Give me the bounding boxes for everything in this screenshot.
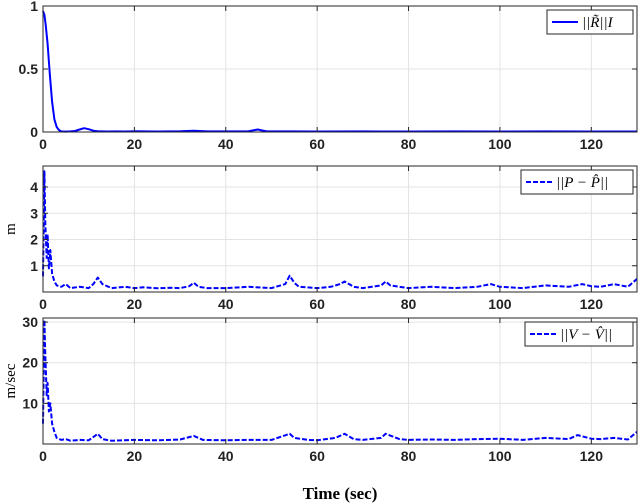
legend-label: ||P − P̂||	[556, 175, 608, 191]
x-tick-label: 80	[401, 448, 417, 464]
axes-frame	[42, 165, 638, 293]
x-tick-label: 40	[218, 448, 234, 464]
y-tick-label: 10	[22, 395, 38, 411]
x-tick-label: 80	[401, 296, 417, 312]
x-tick-label: 20	[127, 136, 143, 152]
series-line	[42, 319, 638, 442]
x-tick-label: 80	[401, 136, 417, 152]
x-tick-label: 60	[309, 296, 325, 312]
y-tick-label: 1	[30, 0, 38, 14]
y-tick-label: 20	[22, 355, 38, 371]
y-tick-label: 30	[22, 314, 38, 330]
x-tick-label: 40	[218, 136, 234, 152]
x-tick-label: 0	[39, 136, 47, 152]
series-line	[42, 170, 638, 290]
x-tick-label: 120	[580, 448, 604, 464]
legend-box	[520, 169, 634, 195]
legend-label: ||R̃||I	[582, 15, 614, 31]
y-axis-label: m/sec	[3, 363, 19, 398]
legend-label: ||V − V̂||	[560, 327, 612, 343]
x-tick-label: 60	[309, 136, 325, 152]
x-tick-label: 120	[580, 136, 604, 152]
legend-box	[524, 321, 634, 347]
y-tick-label: 4	[30, 179, 38, 195]
y-tick-label: 2	[30, 232, 38, 248]
panel-velocity-error: 0 20 40 60 80 100 120 10 20 30 m/sec ||V − V̂||	[3, 314, 638, 464]
x-axis-label: Time (sec)	[303, 484, 378, 503]
panel-position-error: 0 20 40 60 80 100 120 1 2 3 4 m ||P − P̂||	[3, 165, 638, 312]
y-tick-label: 3	[30, 205, 38, 221]
x-tick-label: 100	[488, 448, 512, 464]
y-tick-label: 0.5	[19, 61, 39, 77]
x-tick-label: 100	[488, 296, 512, 312]
panel-rotation-error: 0 20 40 60 80 100 120 0 0.5 1 ||R̃||I	[19, 0, 638, 152]
y-tick-label: 1	[30, 258, 38, 274]
x-tick-label: 0	[39, 296, 47, 312]
x-tick-label: 120	[580, 296, 604, 312]
x-tick-label: 100	[488, 136, 512, 152]
x-tick-label: 20	[127, 448, 143, 464]
x-tick-label: 60	[309, 448, 325, 464]
x-tick-label: 0	[39, 448, 47, 464]
y-axis-label: m	[3, 223, 19, 235]
y-tick-label: 0	[30, 124, 38, 140]
x-tick-label: 20	[127, 296, 143, 312]
series-line	[42, 10, 637, 133]
x-tick-label: 40	[218, 296, 234, 312]
axes-frame	[42, 317, 638, 445]
